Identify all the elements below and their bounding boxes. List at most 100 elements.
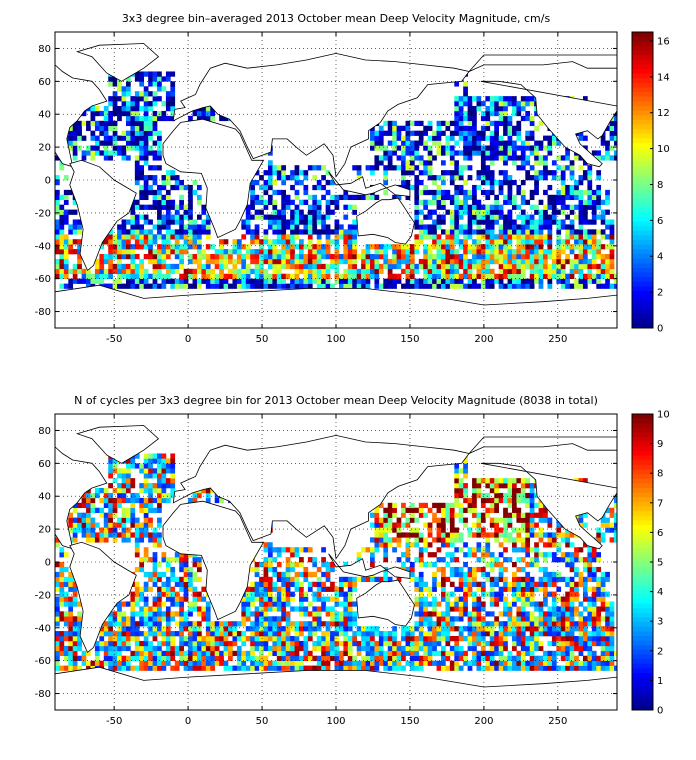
heatmap-cell bbox=[525, 135, 531, 141]
heatmap-cell bbox=[134, 135, 140, 141]
heatmap-cell bbox=[445, 650, 451, 657]
heatmap-cell bbox=[374, 532, 380, 538]
heatmap-cell bbox=[432, 636, 437, 642]
heatmap-cell bbox=[112, 239, 118, 245]
heatmap-cell bbox=[392, 507, 397, 513]
heatmap-cell bbox=[134, 463, 140, 469]
heatmap-cell bbox=[152, 224, 158, 230]
heatmap-cell bbox=[370, 562, 375, 568]
heatmap-cell bbox=[529, 229, 535, 235]
heatmap-cell bbox=[449, 591, 455, 597]
heatmap-cell bbox=[125, 532, 131, 538]
heatmap-cell bbox=[205, 268, 211, 275]
heatmap-cell bbox=[507, 478, 513, 484]
heatmap-cell bbox=[370, 552, 375, 558]
heatmap-cell bbox=[591, 150, 597, 156]
heatmap-cell bbox=[59, 586, 65, 592]
heatmap-cell bbox=[565, 273, 570, 279]
heatmap-cell bbox=[134, 239, 140, 245]
heatmap-cell bbox=[139, 566, 145, 573]
heatmap-cell bbox=[361, 660, 366, 666]
heatmap-cell bbox=[565, 239, 570, 245]
heatmap-cell bbox=[374, 576, 380, 583]
heatmap-cell bbox=[125, 234, 131, 240]
heatmap-cell bbox=[378, 650, 384, 657]
heatmap-cell bbox=[59, 214, 65, 220]
heatmap-cell bbox=[307, 283, 313, 289]
heatmap-cell bbox=[494, 478, 499, 484]
heatmap-cell bbox=[614, 120, 617, 127]
heatmap-cell bbox=[196, 660, 202, 666]
heatmap-cell bbox=[272, 586, 278, 592]
heatmap-cell bbox=[409, 249, 415, 255]
heatmap-cell bbox=[436, 194, 442, 201]
heatmap-cell bbox=[294, 214, 300, 220]
heatmap-cell bbox=[427, 165, 433, 171]
heatmap-cell bbox=[170, 492, 176, 499]
heatmap-cell bbox=[503, 547, 508, 553]
heatmap-cell bbox=[454, 478, 460, 484]
heatmap-cell bbox=[148, 150, 153, 156]
heatmap-cell bbox=[148, 254, 153, 260]
heatmap-cell bbox=[103, 150, 109, 156]
heatmap-cell bbox=[609, 234, 615, 240]
heatmap-cell bbox=[254, 254, 260, 260]
heatmap-cell bbox=[125, 473, 131, 479]
heatmap-cell bbox=[267, 650, 273, 657]
heatmap-cell bbox=[343, 204, 349, 210]
heatmap-cell bbox=[409, 150, 415, 156]
heatmap-cell bbox=[498, 214, 504, 220]
heatmap-cell bbox=[489, 665, 495, 671]
heatmap-cell bbox=[378, 576, 384, 583]
heatmap-cell bbox=[370, 650, 375, 657]
heatmap-cell bbox=[578, 189, 584, 196]
heatmap-cell bbox=[556, 199, 562, 205]
heatmap-cell bbox=[90, 497, 96, 504]
heatmap-cell bbox=[445, 596, 451, 602]
heatmap-cell bbox=[378, 636, 384, 642]
heatmap-cell bbox=[401, 170, 406, 176]
heatmap-cell bbox=[152, 601, 158, 607]
heatmap-cell bbox=[454, 273, 460, 279]
heatmap-cell bbox=[520, 234, 526, 240]
heatmap-cell bbox=[157, 640, 162, 647]
heatmap-cell bbox=[170, 91, 176, 97]
heatmap-cell bbox=[72, 140, 78, 146]
heatmap-cell bbox=[325, 655, 331, 661]
heatmap-cell bbox=[55, 234, 60, 240]
heatmap-cell bbox=[494, 576, 499, 583]
heatmap-cell bbox=[596, 155, 602, 161]
heatmap-cell bbox=[347, 258, 353, 265]
heatmap-cell bbox=[582, 219, 588, 225]
heatmap-cell bbox=[458, 586, 464, 592]
heatmap-cell bbox=[507, 611, 513, 617]
heatmap-cell bbox=[55, 263, 60, 270]
heatmap-cell bbox=[503, 101, 508, 107]
heatmap-cell bbox=[290, 596, 295, 602]
heatmap-cell bbox=[445, 125, 451, 131]
heatmap-cell bbox=[383, 532, 389, 538]
heatmap-cell bbox=[480, 581, 486, 587]
heatmap-cell bbox=[285, 665, 291, 671]
heatmap-cell bbox=[458, 547, 464, 553]
heatmap-cell bbox=[143, 571, 149, 578]
heatmap-cell bbox=[520, 209, 526, 215]
heatmap-cell bbox=[267, 239, 273, 245]
heatmap-cell bbox=[401, 150, 406, 156]
heatmap-cell bbox=[290, 576, 295, 583]
heatmap-cell bbox=[152, 507, 158, 513]
heatmap-cell bbox=[125, 636, 131, 642]
heatmap-cell bbox=[556, 165, 562, 171]
heatmap-cell bbox=[139, 497, 145, 504]
heatmap-cell bbox=[103, 120, 109, 127]
heatmap-cell bbox=[432, 650, 437, 657]
heatmap-cell bbox=[409, 184, 415, 191]
heatmap-cell bbox=[480, 145, 486, 151]
heatmap-cell bbox=[103, 125, 109, 131]
heatmap-cell bbox=[370, 512, 375, 518]
heatmap-cell bbox=[476, 655, 482, 661]
heatmap-cell bbox=[560, 283, 566, 289]
heatmap-cell bbox=[441, 204, 446, 210]
heatmap-cell bbox=[520, 258, 526, 265]
heatmap-cell bbox=[303, 175, 309, 181]
